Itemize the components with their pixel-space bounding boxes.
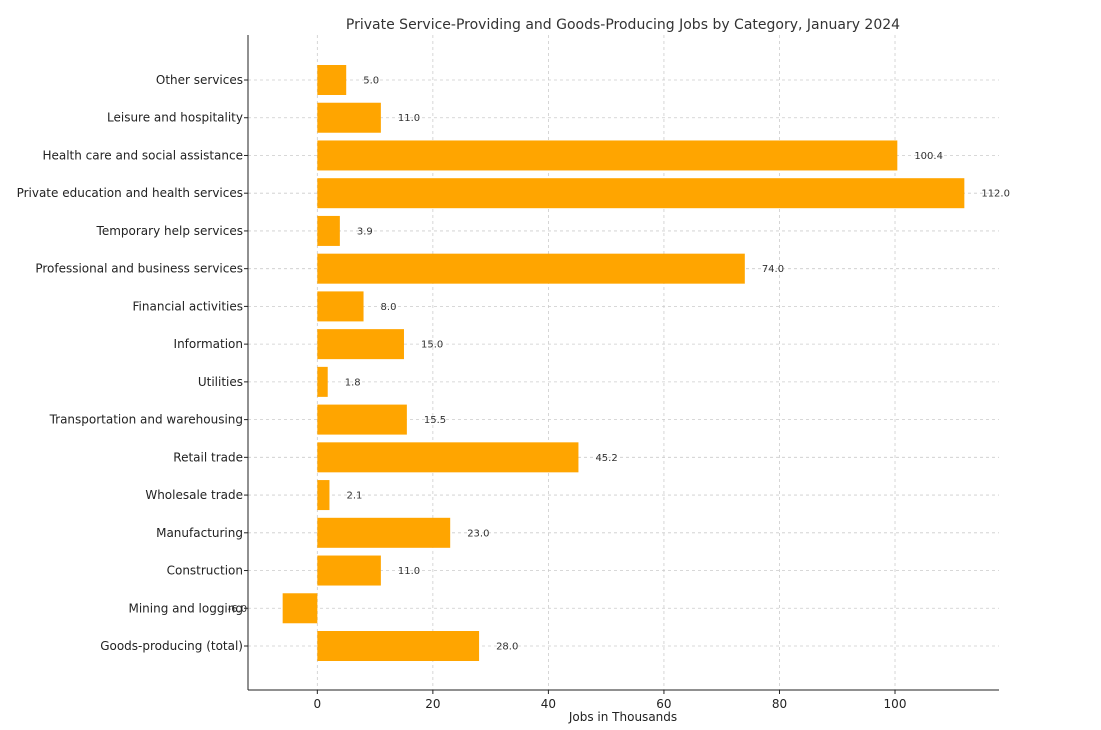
data-labels: 28.0 -6.0 11.0 23.0 2.1 45.2 15.5 1.8 15.0 8.0 74.… xyxy=(228,76,1010,653)
bar xyxy=(282,593,318,624)
category-label: Wholesale trade xyxy=(145,488,243,502)
axes: 0 20 40 60 80 100 Goods-producing (total) Minin… xyxy=(17,35,999,711)
bars xyxy=(282,65,965,661)
bar xyxy=(317,480,330,511)
data-label: 1.8 xyxy=(345,377,361,388)
category-label: Transportation and warehousing xyxy=(49,413,243,427)
bar xyxy=(317,555,381,586)
data-label: 11.0 xyxy=(398,566,420,577)
category-label: Other services xyxy=(156,73,243,87)
data-label: 15.5 xyxy=(424,415,446,426)
x-tick-label: 80 xyxy=(772,697,787,711)
data-label: 45.2 xyxy=(595,453,617,464)
bar xyxy=(317,291,364,322)
bar xyxy=(317,631,480,661)
category-label: Health care and social assistance xyxy=(42,148,243,162)
category-label: Information xyxy=(174,337,243,351)
x-axis-label: Jobs in Thousands xyxy=(568,710,677,724)
category-label: Goods-producing (total) xyxy=(100,639,243,653)
category-label: Professional and business services xyxy=(35,262,243,276)
category-label: Temporary help services xyxy=(96,224,243,238)
chart-title: Private Service-Providing and Goods-Prod… xyxy=(346,17,900,33)
data-label: 11.0 xyxy=(398,113,420,124)
category-label: Private education and health services xyxy=(17,186,243,200)
category-label: Mining and logging xyxy=(128,601,243,615)
bar xyxy=(317,253,745,284)
data-label: 28.0 xyxy=(496,642,518,653)
bar xyxy=(317,517,451,548)
x-tick-label: 0 xyxy=(314,697,322,711)
data-label: 74.0 xyxy=(762,264,784,275)
bar xyxy=(317,65,347,95)
category-label: Retail trade xyxy=(173,450,243,464)
bar xyxy=(317,404,407,435)
bar xyxy=(317,329,404,360)
bar xyxy=(317,102,381,133)
x-tick-label: 20 xyxy=(425,697,440,711)
x-tick-label: 60 xyxy=(656,697,671,711)
bar xyxy=(317,178,965,209)
data-label: 15.0 xyxy=(421,340,443,351)
data-label: -6.0 xyxy=(228,604,248,615)
category-label: Financial activities xyxy=(133,299,243,313)
bar xyxy=(317,442,579,473)
x-tick-label: 40 xyxy=(541,697,556,711)
data-label: 100.4 xyxy=(914,151,943,162)
bar xyxy=(317,140,898,171)
data-label: 2.1 xyxy=(346,491,362,502)
category-label: Utilities xyxy=(198,375,243,389)
data-label: 5.0 xyxy=(363,76,379,87)
data-label: 112.0 xyxy=(981,189,1010,200)
data-label: 23.0 xyxy=(467,528,489,539)
category-label: Leisure and hospitality xyxy=(107,111,243,125)
bar xyxy=(317,215,340,246)
grid-lines xyxy=(248,35,999,690)
data-label: 8.0 xyxy=(381,302,397,313)
category-label: Manufacturing xyxy=(156,526,243,540)
bar xyxy=(317,366,328,397)
category-label: Construction xyxy=(167,564,243,578)
data-label: 3.9 xyxy=(357,226,373,237)
x-tick-label: 100 xyxy=(884,697,907,711)
